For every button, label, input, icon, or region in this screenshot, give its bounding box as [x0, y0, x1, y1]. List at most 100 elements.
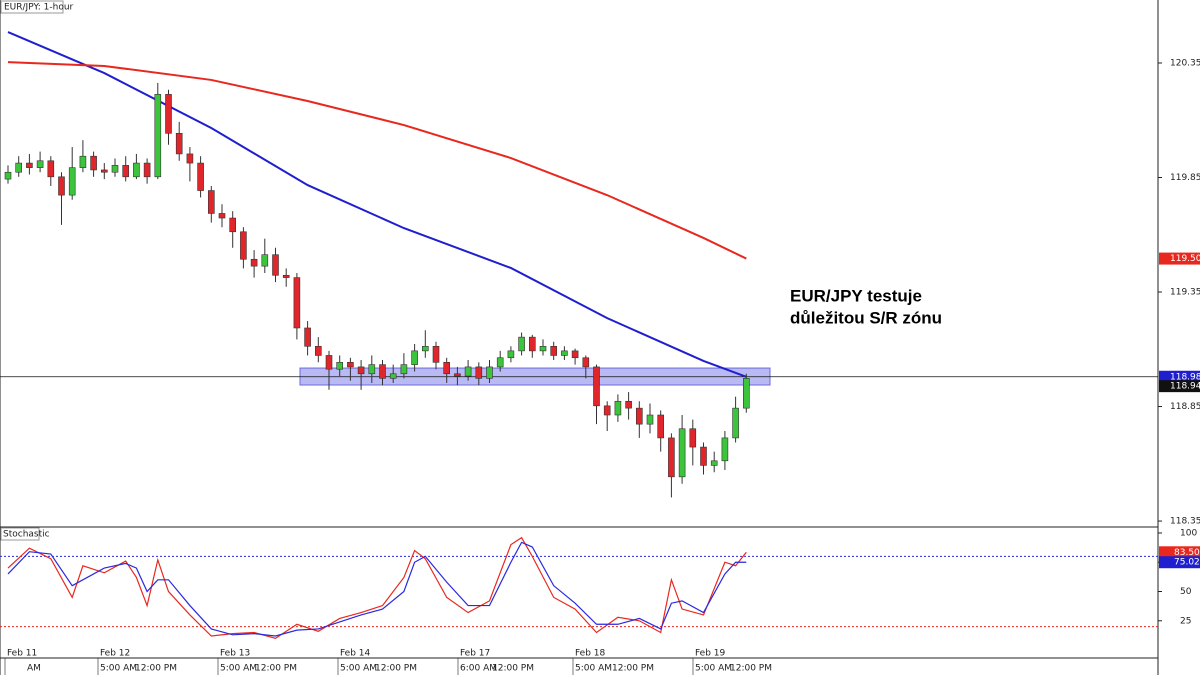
candle-body: [582, 357, 590, 368]
candle-body: [486, 366, 493, 379]
y-tick-label: 119.357: [1170, 288, 1200, 298]
candle-body: [657, 414, 665, 439]
candle-body: [90, 155, 97, 171]
candle-body: [250, 258, 258, 267]
stoch-tag: [1159, 556, 1200, 569]
candle-body: [208, 190, 215, 214]
y-tick-label: 25: [1180, 616, 1191, 626]
annotation: důležitou S/R zónu: [790, 308, 942, 327]
x-time-label: 12:00 PM: [135, 664, 177, 674]
moving-average: [7, 61, 747, 260]
candle-body: [700, 446, 707, 466]
y-tick-label: 50: [1180, 587, 1192, 597]
candle-body: [314, 345, 322, 356]
candle-body: [614, 400, 622, 416]
x-date-label: Feb 17: [460, 649, 490, 659]
stoch-tag-label: 83.50: [1174, 548, 1200, 558]
candle-body: [122, 165, 129, 178]
candle-body: [240, 231, 247, 260]
candle-body: [389, 373, 397, 379]
candle-body: [550, 345, 558, 356]
x-time-label: 12:00 PM: [492, 664, 534, 674]
candle-body: [347, 362, 354, 368]
x-time-label: 6:00 AM: [460, 664, 497, 674]
y-tick-label: 119.857: [1170, 173, 1200, 183]
annotation: EUR/JPY testuje: [790, 286, 922, 305]
candle-body: [111, 165, 119, 173]
candle-body: [357, 366, 365, 375]
candle-body: [282, 274, 290, 278]
price-tag-label: 118.987: [1170, 372, 1200, 382]
stochastic-title: Stochastic: [3, 530, 50, 540]
candle-body: [165, 94, 172, 134]
stochastic-line: [7, 541, 747, 637]
candle-body: [79, 155, 87, 168]
candle-body: [454, 373, 461, 377]
stoch-tag-label: 75.02: [1174, 558, 1200, 568]
x-time-label: 12:00 PM: [730, 664, 772, 674]
title-box: [0, 0, 64, 14]
candle-body: [635, 407, 643, 425]
candle-body: [4, 171, 12, 180]
candle-body: [154, 94, 162, 178]
candle-body: [603, 405, 611, 416]
candle-body: [732, 407, 739, 439]
moving-average: [7, 31, 747, 378]
candle-body: [443, 362, 451, 375]
candle-body: [186, 153, 194, 164]
stoch-tag: [1159, 546, 1200, 559]
candle-body: [229, 217, 236, 233]
candle-body: [432, 345, 440, 363]
x-time-label: AM: [27, 664, 41, 674]
price-tag: [1159, 252, 1200, 265]
candle-body: [336, 362, 344, 370]
candle-body: [175, 132, 183, 155]
x-time-label: 12:00 PM: [255, 664, 297, 674]
candle-body: [133, 162, 140, 178]
y-tick-label: 120.357: [1170, 58, 1200, 68]
candle-body: [411, 350, 418, 365]
x-time-label: 12:00 PM: [375, 664, 417, 674]
stochastic-line: [7, 536, 747, 639]
candle-body: [689, 428, 697, 448]
candle-body: [464, 366, 472, 377]
candle-body: [625, 400, 632, 409]
candle-body: [518, 336, 525, 352]
candle-body: [15, 162, 22, 173]
price-panel: 120.357 119.857 119.357 118.857 118.357 119.5…: [0, 31, 1200, 527]
candle-body: [304, 327, 311, 347]
candle-body: [293, 277, 301, 329]
stoch-title-box: [0, 527, 40, 541]
x-time-label: 5:00 AM: [575, 664, 612, 674]
candle-body: [218, 213, 226, 219]
candle-body: [496, 357, 504, 368]
x-date-label: Feb 13: [220, 649, 250, 659]
candle-body: [197, 162, 204, 191]
candle-body: [26, 162, 33, 168]
y-tick-label: 118.357: [1170, 517, 1200, 527]
candle-body: [272, 254, 279, 276]
candle-body: [368, 364, 376, 375]
candle-body: [36, 160, 44, 168]
candle-body: [710, 460, 718, 466]
candle-body: [101, 169, 108, 173]
chart-title: EUR/JPY: 1-hour: [4, 3, 74, 13]
x-date-label: Feb 19: [695, 649, 726, 659]
candle-body: [561, 350, 568, 356]
candle-body: [421, 345, 429, 352]
x-time-label: 5:00 AM: [695, 664, 732, 674]
candle-body: [261, 254, 269, 267]
candle-body: [721, 437, 729, 462]
price-tag-label: 118.946: [1170, 382, 1200, 392]
candle-body: [668, 437, 675, 478]
candle-body: [571, 350, 579, 359]
candle-body: [58, 176, 65, 196]
x-time-label: 5:00 AM: [220, 664, 257, 674]
price-tag-label: 119.503: [1170, 254, 1200, 264]
candle-body: [143, 162, 151, 178]
candle-body: [528, 336, 536, 352]
x-date-label: Feb 11: [7, 649, 37, 659]
